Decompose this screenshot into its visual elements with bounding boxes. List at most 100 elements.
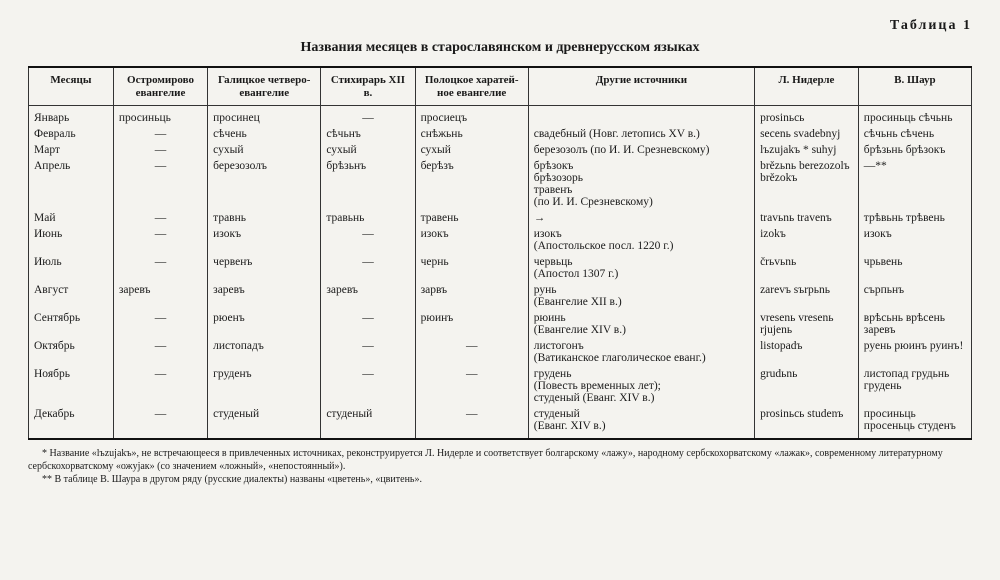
table-cell: червенъ [208, 254, 321, 282]
table-cell: — [415, 366, 528, 406]
table-cell: — [113, 210, 207, 226]
table-cell: — [415, 406, 528, 439]
table-cell: изокъ [858, 226, 971, 254]
col-header: Полоцкое харатей-ное евангелие [415, 67, 528, 106]
table-cell: руень рюинъ руинъ! [858, 338, 971, 366]
table-cell: Август [29, 282, 114, 310]
table-cell: листогонъ(Ватиканское глаголическое еван… [528, 338, 754, 366]
table-cell: рюинъ [415, 310, 528, 338]
table-cell: — [113, 158, 207, 210]
table-cell: заревъ [208, 282, 321, 310]
table-cell: листопадъ [208, 338, 321, 366]
table-cell: травнь [208, 210, 321, 226]
table-cell: Ноябрь [29, 366, 114, 406]
table-cell: травень [415, 210, 528, 226]
table-cell: груденъ [208, 366, 321, 406]
table-cell: Июнь [29, 226, 114, 254]
table-cell: Декабрь [29, 406, 114, 439]
table-cell [528, 106, 754, 127]
table-cell: заревъ [321, 282, 415, 310]
table-cell: črьvьnь [755, 254, 859, 282]
table-row: Декабрь—студеныйстуденый—студеный(Еванг.… [29, 406, 972, 439]
table-cell: березозолъ [208, 158, 321, 210]
table-cell: рюенъ [208, 310, 321, 338]
table-cell: изокъ(Апостольское посл. 1220 г.) [528, 226, 754, 254]
table-cell: свадебный (Новг. летопись XV в.) [528, 126, 754, 142]
col-header: Галицкое четверо-евангелие [208, 67, 321, 106]
table-cell: брѣзокъбрѣзозорьтравенъ(по И. И. Срезнев… [528, 158, 754, 210]
table-cell: изокъ [208, 226, 321, 254]
table-cell: врѣсьнь врѣсень заревъ [858, 310, 971, 338]
table-title: Названия месяцев в старославянском и дре… [28, 40, 972, 56]
table-cell: — [113, 126, 207, 142]
table-cell: — [113, 406, 207, 439]
table-row: Май—травньтравьньтравень→travьnь travenъ… [29, 210, 972, 226]
table-cell: студеный [321, 406, 415, 439]
table-label: Таблица 1 [28, 18, 972, 34]
table-cell: просиньць [113, 106, 207, 127]
table-cell: сѣчьнъ [321, 126, 415, 142]
table-row: Октябрь—листопадъ——листогонъ(Ватиканское… [29, 338, 972, 366]
table-cell: Октябрь [29, 338, 114, 366]
table-cell: Май [29, 210, 114, 226]
table-cell: — [321, 226, 415, 254]
table-cell: травьнь [321, 210, 415, 226]
col-header: Остромирово евангелие [113, 67, 207, 106]
table-cell: чрьвень [858, 254, 971, 282]
table-cell: просиецъ [415, 106, 528, 127]
table-cell: сърпьнъ [858, 282, 971, 310]
table-row: Апрель—березозолъбрѣзьнъберѣзъбрѣзокъбрѣ… [29, 158, 972, 210]
table-cell: трѣвьнь трѣвень [858, 210, 971, 226]
table-cell: заревъ [113, 282, 207, 310]
table-cell: — [321, 366, 415, 406]
table-cell: сухый [208, 142, 321, 158]
col-header: Другие источники [528, 67, 754, 106]
table-cell: — [113, 142, 207, 158]
table-cell: брѣзьнъ [321, 158, 415, 210]
table-cell: зарвъ [415, 282, 528, 310]
table-cell: vresenь vresenь rjujenь [755, 310, 859, 338]
table-cell: Апрель [29, 158, 114, 210]
table-cell: сѣчень [208, 126, 321, 142]
table-cell: prosinьсь [755, 106, 859, 127]
table-cell: червьць(Апостол 1307 г.) [528, 254, 754, 282]
table-cell: студеный [208, 406, 321, 439]
table-cell: Январь [29, 106, 114, 127]
table-cell: рюинь(Евангелие XIV в.) [528, 310, 754, 338]
table-cell: — [321, 338, 415, 366]
table-row: Августзаревъзаревъзаревъзарвърунь(Еванге… [29, 282, 972, 310]
table-cell: листопад грудьнь грудень [858, 366, 971, 406]
table-cell: Февраль [29, 126, 114, 142]
table-cell: просиньць просеньць студенъ [858, 406, 971, 439]
table-cell: сѣчьнь сѣчень [858, 126, 971, 142]
table-cell: изокъ [415, 226, 528, 254]
table-cell: secenь svadebnyj [755, 126, 859, 142]
table-cell: брѣзьнь брѣзокъ [858, 142, 971, 158]
table-cell: — [113, 254, 207, 282]
table-cell: Сентябрь [29, 310, 114, 338]
table-cell: березозолъ (по И. И. Срезневскому) [528, 142, 754, 158]
table-cell: Март [29, 142, 114, 158]
col-header: Месяцы [29, 67, 114, 106]
table-cell: снѣжьнь [415, 126, 528, 142]
footnotes: * Название «lъzujakъ», не встречающееся … [28, 448, 972, 487]
table-cell: Июль [29, 254, 114, 282]
table-row: Июнь—изокъ—изокъизокъ(Апостольское посл.… [29, 226, 972, 254]
col-header: В. Шаур [858, 67, 971, 106]
table-cell: — [113, 226, 207, 254]
table-cell: — [321, 106, 415, 127]
table-row: Июль—червенъ—черньчервьць(Апостол 1307 г… [29, 254, 972, 282]
footnote: * Название «lъzujakъ», не встречающееся … [28, 448, 972, 473]
table-row: Февраль—сѣченьсѣчьнъснѣжьньсвадебный (Но… [29, 126, 972, 142]
table-cell: brězьnь berezozolъ brězokъ [755, 158, 859, 210]
table-cell: grudьnь [755, 366, 859, 406]
table-cell: сухый [321, 142, 415, 158]
table-cell: — [113, 366, 207, 406]
table-cell: lъzujakъ * suhyj [755, 142, 859, 158]
table-cell: zarevъ sъrpьnь [755, 282, 859, 310]
table-cell: travьnь travenъ [755, 210, 859, 226]
table-cell: рунь(Евангелие XII в.) [528, 282, 754, 310]
table-cell: чернь [415, 254, 528, 282]
table-cell: просиньць сѣчьнь [858, 106, 971, 127]
col-header: Л. Нидерле [755, 67, 859, 106]
